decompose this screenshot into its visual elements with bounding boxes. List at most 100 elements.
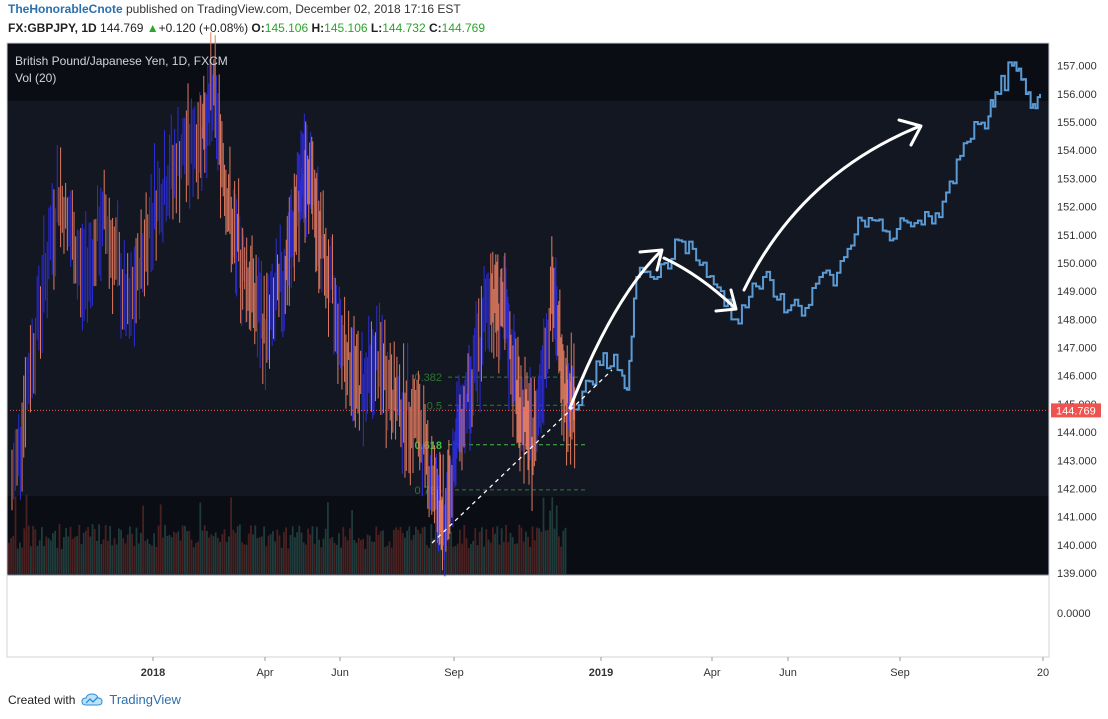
x-tick-label: Sep xyxy=(890,667,910,679)
volume-bar xyxy=(203,525,206,574)
volume-bar xyxy=(56,547,59,574)
volume-bar xyxy=(113,538,116,574)
volume-bar xyxy=(318,539,320,574)
volume-bar xyxy=(364,548,367,574)
volume-bar xyxy=(243,544,246,574)
volume-bar xyxy=(206,530,208,574)
volume-bar xyxy=(397,529,400,574)
volume-bar xyxy=(395,527,397,574)
volume-bar xyxy=(115,544,118,574)
volume-bar xyxy=(91,524,94,574)
volume-bar xyxy=(311,526,314,574)
volume-bar xyxy=(267,535,270,574)
arrow-up-2 xyxy=(742,124,922,292)
volume-bar xyxy=(366,534,369,574)
volume-bar xyxy=(133,545,136,574)
close-label: C: xyxy=(428,21,442,35)
volume-bar xyxy=(272,531,274,574)
volume-bar xyxy=(470,544,472,574)
volume-bar xyxy=(102,539,105,574)
volume-bar xyxy=(199,502,202,574)
volume-bar xyxy=(58,524,61,574)
volume-bar xyxy=(41,527,43,574)
volume-bar xyxy=(509,532,512,574)
price-axis[interactable]: 157.000 156.000 155.000 154.000 153.000 152.0… xyxy=(1057,61,1097,580)
volume-bar xyxy=(489,542,492,574)
volume-bar xyxy=(168,535,171,574)
last-price: 144.769 xyxy=(100,21,144,35)
last-price-tag-label: 144.769 xyxy=(1056,405,1096,417)
volume-bar xyxy=(351,510,353,574)
volume-bar xyxy=(384,547,386,574)
volume-bar xyxy=(195,542,197,574)
volume-bar xyxy=(19,542,21,574)
open-value: 145.106 xyxy=(264,21,309,35)
volume-bar xyxy=(69,526,72,574)
tradingview-link[interactable]: TradingView xyxy=(109,692,181,707)
volume-bar xyxy=(170,537,173,574)
low-label: L: xyxy=(370,21,383,35)
volume-bar xyxy=(511,537,514,574)
volume-bar xyxy=(349,528,351,574)
volume-bar xyxy=(131,533,133,574)
volume-bar xyxy=(448,536,450,574)
trendline xyxy=(431,369,613,544)
volume-bar xyxy=(547,529,549,574)
volume-bar xyxy=(505,524,507,574)
author-link[interactable]: TheHonorableCnote xyxy=(8,2,123,16)
y-tick-label: 147.000 xyxy=(1057,343,1097,355)
chart-background xyxy=(7,43,1049,575)
volume-bar xyxy=(208,537,210,574)
volume-bar xyxy=(173,531,175,574)
volume-bar xyxy=(406,530,408,574)
volume-bar xyxy=(388,541,391,574)
volume-bar xyxy=(221,534,224,574)
volume-bar xyxy=(498,544,501,574)
volume-bar xyxy=(553,528,556,574)
volume-bar xyxy=(250,525,252,574)
volume-bar xyxy=(494,533,496,574)
volume-bar xyxy=(434,530,437,574)
volume-bar xyxy=(159,504,162,574)
volume-bar xyxy=(190,539,193,574)
volume-bar xyxy=(12,535,15,574)
volume-bar xyxy=(294,537,296,574)
arrow-down-head xyxy=(714,288,738,313)
volume-bar xyxy=(135,527,138,574)
volume-bar xyxy=(377,534,380,574)
volume-bar xyxy=(454,545,457,574)
volume-bar xyxy=(531,526,534,574)
volume-bar xyxy=(289,534,292,574)
volume-bar xyxy=(60,548,63,574)
volume-bar xyxy=(228,536,230,574)
low-value: 144.732 xyxy=(382,21,426,35)
volume-bar xyxy=(214,532,217,574)
volume-bar xyxy=(100,544,103,574)
volume-bar xyxy=(74,536,76,574)
projection-series xyxy=(575,61,1041,411)
volume-bar xyxy=(109,526,111,574)
volume-bar xyxy=(111,545,114,574)
volume-bar xyxy=(529,546,532,574)
x-tick-label: Apr xyxy=(256,667,273,679)
volume-bar xyxy=(560,546,562,574)
volume-bar xyxy=(65,528,67,574)
volume-bar xyxy=(551,496,554,574)
volume-bar xyxy=(357,537,360,574)
volume-bar xyxy=(201,530,204,574)
volume-bar xyxy=(67,536,70,574)
volume-bar xyxy=(10,538,12,574)
volume-bar xyxy=(107,540,109,574)
volume-bar xyxy=(212,536,215,574)
volume-bar xyxy=(280,547,283,574)
volume-bar xyxy=(287,548,290,574)
volume-bar xyxy=(316,526,318,574)
volume-bar xyxy=(371,541,373,574)
top-overlay-band xyxy=(7,43,1049,101)
volume-bar xyxy=(320,547,323,574)
volume-bar xyxy=(155,546,158,574)
volume-bar xyxy=(500,528,503,574)
time-axis[interactable]: 2018 Apr Jun Sep 2019 Apr Jun Sep 20 xyxy=(141,657,1049,679)
volume-bar xyxy=(296,532,298,574)
